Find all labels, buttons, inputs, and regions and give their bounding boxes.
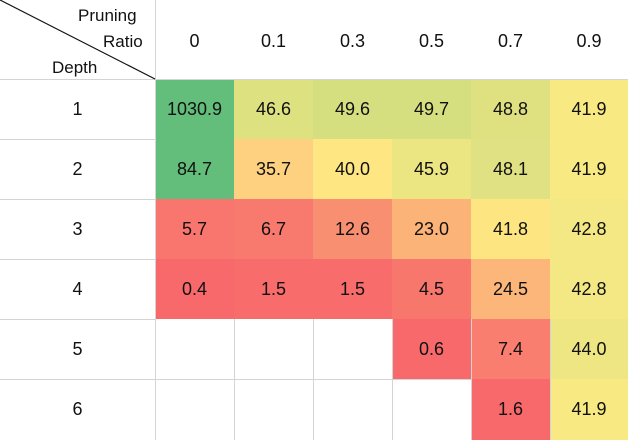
heatmap-cell: 35.7 bbox=[234, 139, 313, 199]
heatmap-cell: 5.7 bbox=[155, 199, 234, 259]
row-header-5: 5 bbox=[72, 338, 83, 359]
row-header-4: 4 bbox=[72, 278, 83, 299]
heatmap-cell: 0.6 bbox=[392, 319, 471, 379]
heatmap-cell: 45.9 bbox=[392, 139, 471, 199]
column-header-0.9: 0.9 bbox=[576, 31, 602, 51]
heatmap-cell: 1.6 bbox=[471, 379, 550, 440]
heatmap-cell: 42.8 bbox=[550, 199, 628, 259]
row-header-3: 3 bbox=[72, 218, 83, 239]
heatmap-cell bbox=[234, 379, 313, 440]
heatmap-cell: 0.4 bbox=[155, 259, 234, 319]
heatmap-cell: 4.5 bbox=[392, 259, 471, 319]
corner-col-label-line2: Ratio bbox=[103, 32, 143, 51]
column-header-0.3: 0.3 bbox=[339, 31, 366, 51]
heatmap-cell bbox=[155, 379, 234, 440]
heatmap-cell: 42.8 bbox=[550, 259, 628, 319]
heatmap-cell bbox=[155, 319, 234, 379]
heatmap-cell bbox=[313, 379, 392, 440]
heatmap-cell: 40.0 bbox=[313, 139, 392, 199]
heatmap-cell: 41.9 bbox=[550, 379, 628, 440]
heatmap-cell: 1.5 bbox=[313, 259, 392, 319]
column-header-0: 0 bbox=[189, 31, 200, 51]
heatmap-cell: 41.8 bbox=[471, 199, 550, 259]
corner-row-label: Depth bbox=[52, 58, 98, 77]
heatmap-cell bbox=[313, 319, 392, 379]
corner-col-label-line1: Pruning bbox=[78, 6, 137, 25]
heatmap-cell: 48.1 bbox=[471, 139, 550, 199]
heatmap-cell: 41.9 bbox=[550, 139, 628, 199]
heatmap-cell bbox=[392, 379, 471, 440]
column-header-0.1: 0.1 bbox=[260, 31, 287, 51]
row-header-6: 6 bbox=[72, 399, 83, 419]
heatmap-cell: 23.0 bbox=[392, 199, 471, 259]
heatmap-cell: 49.6 bbox=[313, 79, 392, 139]
heatmap-cell: 1.5 bbox=[234, 259, 313, 319]
heatmap-cell: 46.6 bbox=[234, 79, 313, 139]
heatmap-cell: 1030.9 bbox=[155, 79, 234, 139]
heatmap-cell: 84.7 bbox=[155, 139, 234, 199]
heatmap-cell: 48.8 bbox=[471, 79, 550, 139]
heatmap-cell bbox=[234, 319, 313, 379]
heatmap-cell: 44.0 bbox=[550, 319, 628, 379]
heatmap-cell: 6.7 bbox=[234, 199, 313, 259]
heatmap-cell: 7.4 bbox=[471, 319, 550, 379]
heatmap-cell: 24.5 bbox=[471, 259, 550, 319]
column-header-0.7: 0.7 bbox=[497, 31, 524, 51]
heatmap-cell: 49.7 bbox=[392, 79, 471, 139]
row-header-2: 2 bbox=[72, 158, 83, 179]
heatmap-cell: 41.9 bbox=[550, 79, 628, 139]
heatmap-cell: 12.6 bbox=[313, 199, 392, 259]
row-header-1: 1 bbox=[72, 98, 83, 119]
column-header-0.5: 0.5 bbox=[418, 31, 445, 51]
